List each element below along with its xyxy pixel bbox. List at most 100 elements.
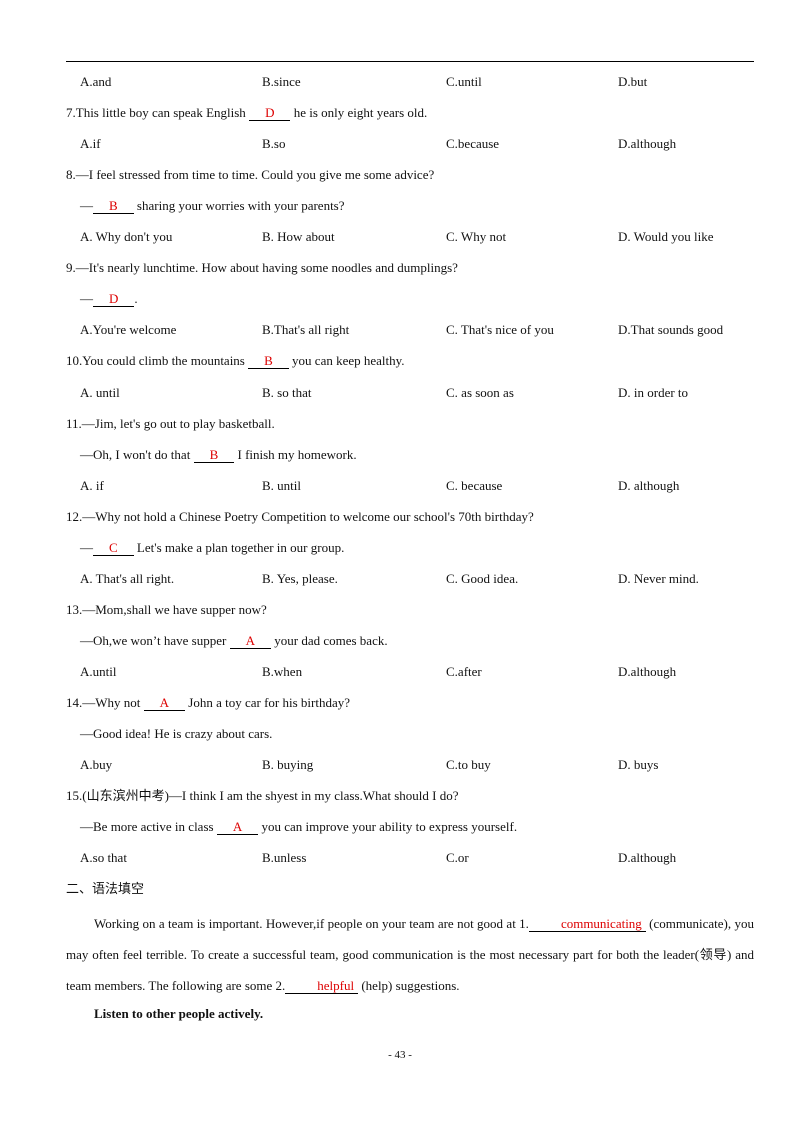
option: A. until: [80, 384, 120, 400]
question-text: —: [80, 198, 93, 214]
question-text: John a toy car for his birthday?: [185, 695, 351, 710]
option: C.because: [446, 136, 500, 152]
options-row: A.so that B.unless C.or D.although: [66, 848, 754, 868]
top-rule: [66, 61, 754, 62]
question-line: —Oh,we won’t have supper A your dad come…: [66, 631, 768, 651]
question-line: 8.—I feel stressed from time to time. Co…: [66, 165, 754, 185]
question-text: 7.This little boy can speak English: [66, 105, 250, 121]
question-line: 13.—Mom,shall we have supper now?: [66, 600, 754, 620]
option: C. Why not: [446, 229, 507, 245]
question-text: —: [80, 539, 93, 555]
option: D. Never mind.: [618, 570, 699, 586]
answer: D: [93, 291, 135, 308]
option: B. Yes, please.: [262, 570, 338, 586]
section-title: 二、语法填空: [66, 881, 145, 897]
option: A.so that: [80, 850, 127, 866]
option: D. buys: [618, 757, 659, 773]
answer: B: [193, 447, 235, 463]
option: D.although: [618, 663, 677, 679]
option: A.and: [80, 74, 112, 89]
option: D. Would you like: [618, 229, 714, 245]
question-text: 15.(山东滨州中考)—I think I am the shyest in m…: [66, 788, 459, 804]
option: B.when: [262, 663, 303, 679]
passage-heading: Listen to other people actively.: [94, 1005, 264, 1021]
options-row: A. That's all right. B. Yes, please. C. Go…: [66, 569, 754, 589]
option: C. because: [446, 477, 503, 493]
question-text: Let's make a plan together in our group.: [133, 539, 345, 555]
option: B.since: [262, 74, 301, 89]
option: C.after: [446, 663, 482, 679]
options-row: A.buy B. buying C.to buy D. buys: [66, 755, 754, 775]
option: C. as soon as: [446, 384, 514, 400]
question-text: .: [134, 291, 138, 307]
question-text: 10.You could climb the mountains: [66, 353, 249, 369]
option: C.or: [446, 850, 469, 866]
question-text: —: [80, 291, 93, 307]
answer: A: [229, 633, 271, 649]
question-text: 8.—I feel stressed from time to time. Co…: [66, 167, 435, 183]
question-line: 7.This little boy can speak English D he…: [66, 103, 754, 123]
page-number: - 43 -: [388, 1049, 412, 1061]
options-row: A.You're welcome B.That's all right C. Tha…: [66, 320, 754, 340]
options-row: A. Why don't you B. How about C. Why not D.…: [66, 227, 754, 247]
question-line: 15.(山东滨州中考)—I think I am the shyest in m…: [66, 786, 754, 806]
option: B. until: [262, 477, 302, 493]
question-line: 12.—Why not hold a Chinese Poetry Compet…: [66, 507, 754, 527]
option: D.That sounds good: [618, 322, 724, 338]
question-line: — B sharing your worries with your parent…: [66, 196, 768, 216]
option: A. if: [80, 477, 104, 493]
option: B.so: [262, 136, 286, 152]
option: C.until: [446, 74, 482, 89]
option: D.although: [618, 136, 677, 152]
answer: helpful: [285, 978, 359, 994]
question-line: 14.—Why not A John a toy car for his bir…: [66, 693, 754, 713]
question-text: —Oh, I won't do that: [80, 446, 194, 462]
option: B.unless: [262, 850, 307, 866]
options-row: A.until B.when C.after D.although: [66, 662, 754, 682]
answer: D: [249, 105, 291, 122]
option: C.to buy: [446, 757, 491, 773]
answer: B: [248, 353, 289, 370]
option: D. although: [618, 477, 680, 493]
passage-text: Working on a team is important. However,…: [94, 916, 529, 931]
question-line: —Good idea! He is crazy about cars.: [66, 724, 768, 744]
question-text: —Be more active in class: [80, 819, 217, 835]
answer: C: [93, 540, 134, 556]
option: C. That's nice of you: [446, 322, 554, 338]
question-text: 13.—Mom,shall we have supper now?: [66, 601, 267, 617]
question-text: 14.—Why not: [66, 695, 144, 710]
option: C. Good idea.: [446, 570, 519, 586]
question-text: I finish my homework.: [234, 446, 357, 462]
question-text: 9.—It's nearly lunchtime. How about havi…: [66, 260, 458, 276]
option: A.until: [80, 663, 117, 679]
option: D.but: [618, 74, 648, 89]
options-row: A. if B. until C. because D. although: [66, 476, 754, 496]
question-line: —Be more active in class A you can impro…: [66, 817, 768, 837]
question-text: —Good idea! He is crazy about cars.: [80, 726, 273, 742]
option: D. in order to: [618, 384, 689, 400]
question-text: you can improve your ability to express …: [258, 819, 518, 835]
option: A. That's all right.: [80, 570, 175, 586]
option: A.You're welcome: [80, 322, 177, 338]
option: A.buy: [80, 757, 113, 773]
question-text: your dad comes back.: [270, 632, 388, 648]
question-line: 11.—Jim, let's go out to play basketball…: [66, 414, 754, 434]
question-text: —Oh,we won’t have supper: [80, 632, 230, 648]
answer: communicating: [528, 916, 646, 932]
question-line: — C Let's make a plan together in our gro…: [66, 538, 768, 558]
passage-text: (help) suggestions.: [358, 978, 460, 993]
option: B. so that: [262, 384, 312, 400]
question-line: 10.You could climb the mountains B you c…: [66, 351, 754, 371]
option: B. buying: [262, 757, 314, 773]
option: A.if: [80, 136, 101, 152]
option: B. How about: [262, 229, 335, 245]
question-text: 11.—Jim, let's go out to play basketball…: [66, 415, 275, 431]
question-text: sharing your worries with your parents?: [133, 198, 345, 214]
question-line: —Oh, I won't do that B I finish my homew…: [66, 445, 768, 465]
passage-text: (communicate), you may often feel terrib…: [66, 916, 754, 993]
options-row: A.and B.since C.until D.but: [66, 72, 754, 92]
answer: B: [93, 198, 134, 215]
question-line: 9.—It's nearly lunchtime. How about havi…: [66, 258, 754, 278]
passage: Working on a team is important. However,…: [66, 908, 754, 1001]
